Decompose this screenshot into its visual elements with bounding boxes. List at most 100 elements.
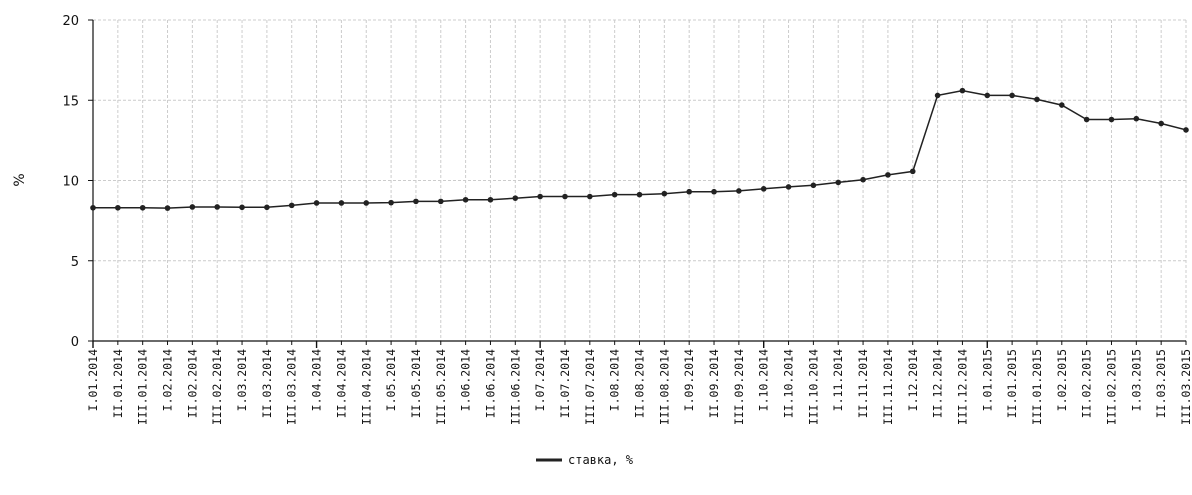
- x-tick-label: II.11.2014: [856, 349, 870, 418]
- x-tick-label: II.03.2014: [260, 349, 274, 418]
- x-tick-label: I.10.2014: [757, 349, 771, 411]
- x-tick-label: I.02.2015: [1055, 349, 1069, 411]
- data-point: [835, 179, 842, 186]
- series-group: [90, 87, 1189, 211]
- y-tick-label: 5: [71, 255, 79, 270]
- data-point: [661, 190, 668, 197]
- x-tick-label: II.07.2014: [558, 349, 572, 418]
- data-point: [338, 200, 345, 206]
- x-tick-label: II.08.2014: [633, 349, 647, 418]
- x-tick-label: III.12.2014: [955, 349, 969, 425]
- y-tick-label: 10: [62, 175, 79, 190]
- data-point: [909, 168, 916, 175]
- data-point: [860, 176, 866, 183]
- data-point: [1133, 115, 1140, 122]
- legend-label: ставка, %: [568, 453, 634, 467]
- x-tick-label: III.02.2015: [1104, 349, 1118, 425]
- data-point: [1108, 116, 1115, 123]
- y-tick-label: 15: [62, 94, 79, 109]
- data-point: [363, 200, 370, 206]
- x-tick-label: I.11.2014: [831, 349, 845, 411]
- data-point: [437, 198, 444, 205]
- x-tick-label: III.03.2014: [285, 349, 299, 425]
- data-point: [462, 196, 469, 203]
- data-point: [313, 200, 320, 206]
- x-tick-label: II.09.2014: [707, 349, 721, 418]
- x-tick-label: III.04.2014: [359, 349, 373, 425]
- data-point: [959, 87, 966, 94]
- y-tick-labels: 0 5 10 15 20: [62, 14, 79, 350]
- data-point: [512, 195, 519, 201]
- data-point: [115, 204, 121, 211]
- data-point: [90, 204, 96, 211]
- x-tick-label: II.04.2014: [334, 349, 348, 418]
- axes: [88, 19, 1187, 348]
- x-tick-label: II.06.2014: [483, 349, 497, 418]
- data-point: [537, 193, 543, 200]
- data-point: [139, 204, 146, 211]
- y-tick-label: 20: [62, 14, 79, 29]
- x-tick-label: III.03.2015: [1179, 349, 1192, 425]
- x-tick-label: III.11.2014: [881, 349, 895, 425]
- grid: [93, 19, 1187, 341]
- x-tick-label: III.08.2014: [657, 349, 671, 425]
- data-point: [388, 199, 394, 206]
- x-tick-label: III.06.2014: [508, 349, 522, 425]
- data-point: [214, 204, 221, 210]
- data-point: [984, 92, 991, 99]
- data-point: [1058, 102, 1065, 108]
- data-point: [1034, 96, 1040, 103]
- x-tick-label: I.07.2014: [533, 349, 547, 411]
- data-point: [636, 191, 643, 198]
- x-tick-label: II.01.2015: [1005, 349, 1019, 418]
- x-tick-labels: I.01.2014 II.01.2014 III.01.2014 I.02.2014 I…: [86, 349, 1192, 425]
- x-tick-label: I.09.2014: [682, 349, 696, 411]
- data-point: [239, 204, 245, 211]
- x-tick-label: II.02.2015: [1080, 349, 1094, 418]
- x-tick-label: III.01.2014: [136, 349, 150, 425]
- data-point: [1009, 92, 1015, 99]
- x-tick-label: II.12.2014: [931, 349, 945, 418]
- x-tick-label: III.01.2015: [1030, 349, 1044, 425]
- x-tick-label: I.05.2014: [384, 349, 398, 411]
- x-tick-label: II.05.2014: [409, 349, 423, 418]
- data-point: [164, 205, 171, 211]
- x-tick-label: I.01.2014: [86, 349, 100, 411]
- x-tick-label: I.06.2014: [459, 349, 473, 411]
- data-point: [611, 191, 618, 198]
- data-point: [189, 204, 196, 210]
- data-point: [760, 186, 767, 192]
- data-point: [487, 196, 494, 203]
- x-tick-label: II.03.2015: [1154, 349, 1168, 418]
- data-point: [736, 188, 742, 194]
- legend: ставка, %: [536, 453, 634, 467]
- data-point: [1083, 116, 1090, 123]
- x-tick-label: III.02.2014: [210, 349, 224, 425]
- data-point: [785, 184, 792, 190]
- x-tick-label: I.03.2014: [235, 349, 249, 411]
- data-point: [711, 188, 717, 195]
- x-tick-label: II.01.2014: [111, 349, 125, 418]
- x-tick-label: III.09.2014: [732, 349, 746, 425]
- x-tick-label: I.02.2014: [161, 349, 175, 411]
- x-tick-label: II.02.2014: [185, 349, 199, 418]
- data-point: [562, 193, 568, 200]
- data-point: [413, 198, 419, 205]
- data-point: [264, 204, 270, 211]
- x-tick-label: I.03.2015: [1129, 349, 1143, 411]
- data-point: [934, 92, 941, 99]
- x-tick-label: I.04.2014: [310, 349, 324, 411]
- x-tick-label: III.05.2014: [434, 349, 448, 425]
- data-point: [288, 202, 295, 209]
- data-point: [1183, 127, 1189, 133]
- x-tick-label: I.12.2014: [906, 349, 920, 411]
- data-point: [587, 193, 593, 200]
- x-tick-label: III.10.2014: [806, 349, 820, 425]
- x-tick-label: I.08.2014: [608, 349, 622, 411]
- y-tick-label: 0: [71, 335, 79, 350]
- data-point: [686, 188, 692, 195]
- y-axis-label: %: [12, 173, 28, 186]
- data-point: [1158, 120, 1164, 127]
- data-point: [885, 172, 891, 178]
